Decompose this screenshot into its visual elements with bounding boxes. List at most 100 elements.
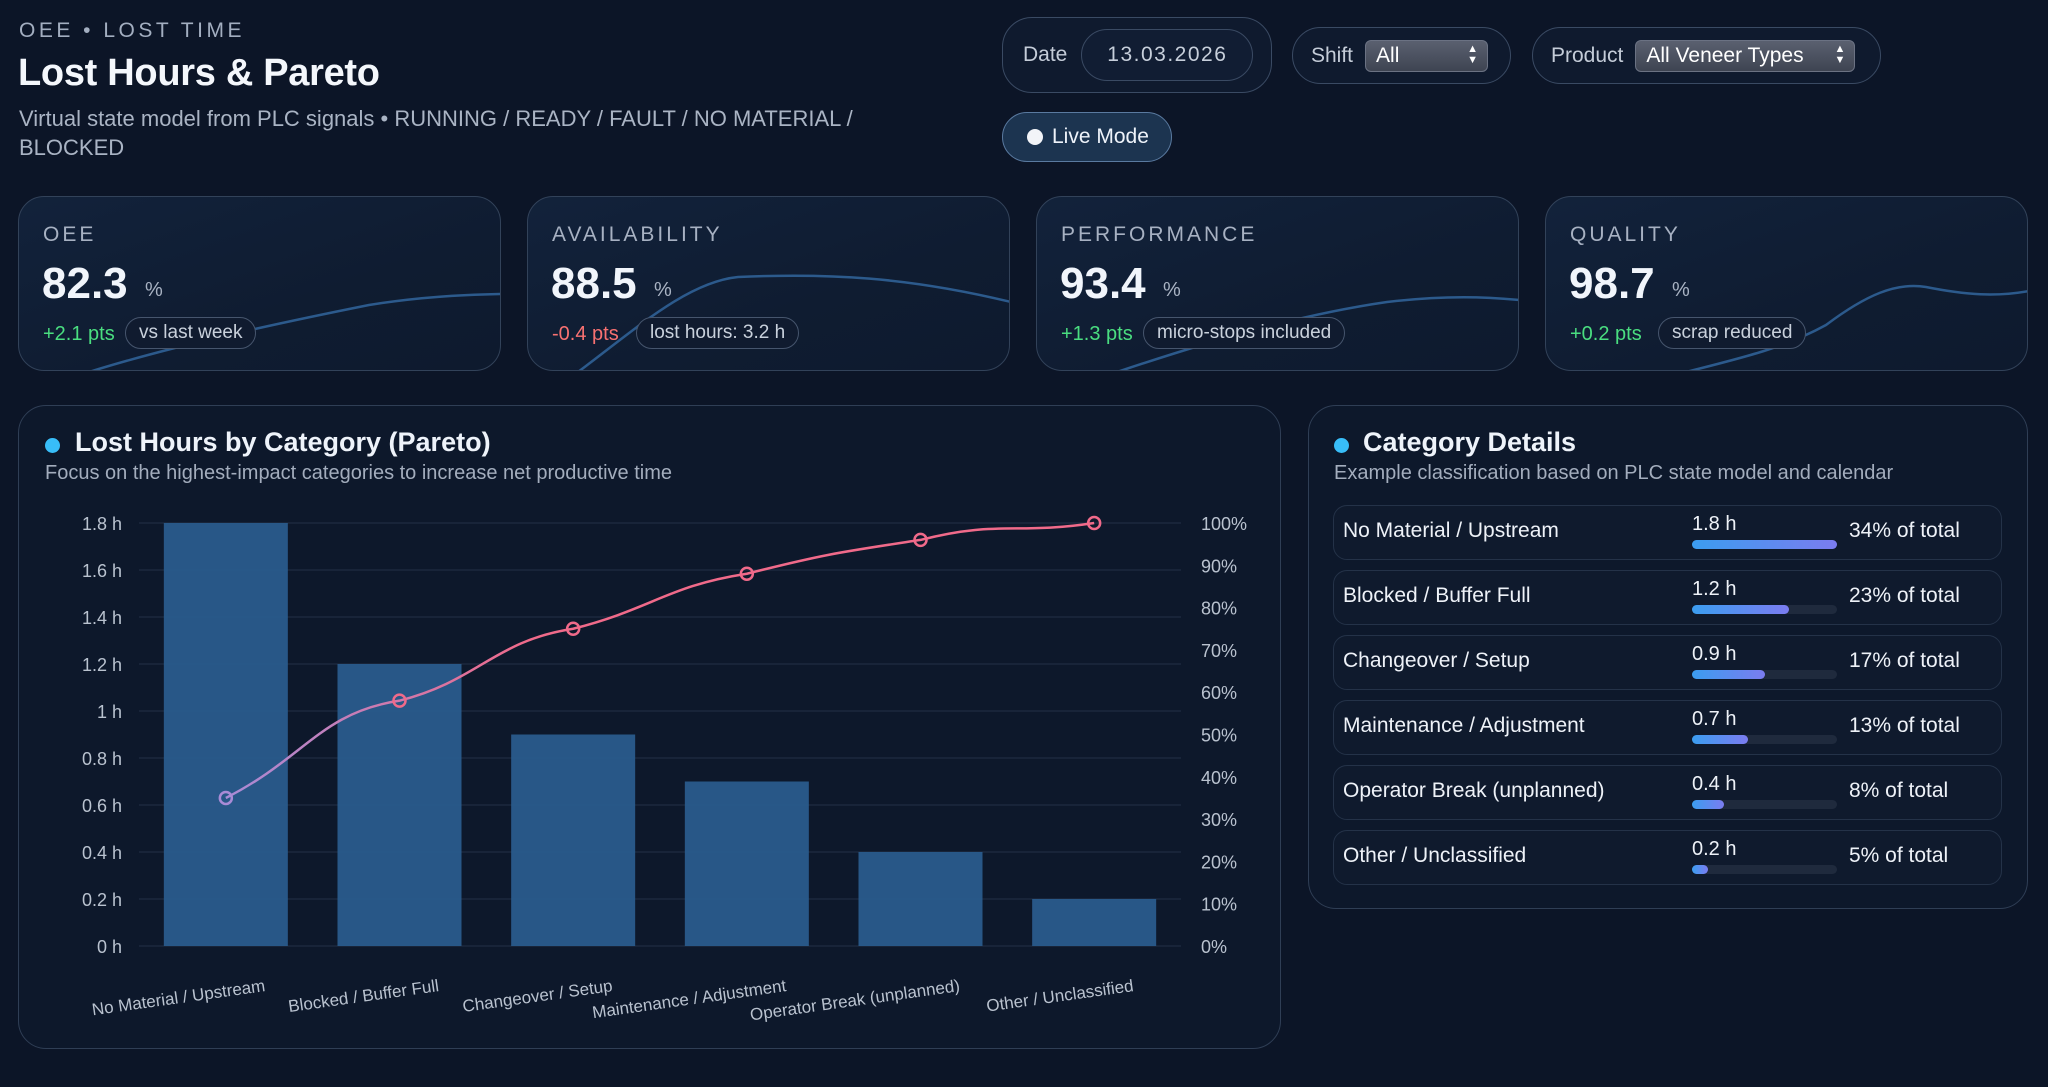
details-title: Category Details	[1363, 427, 1577, 457]
quality-sparkline	[1688, 284, 2027, 370]
y2-tick-label: 50%	[1201, 726, 1237, 746]
category-percent: 23% of total	[1849, 584, 1960, 607]
product-select[interactable]: All Veneer Types ▲ ▼	[1635, 39, 1856, 72]
category-percent: 34% of total	[1849, 519, 1960, 542]
category-share-fill	[1692, 670, 1765, 679]
page-title: Lost Hours & Pareto	[18, 52, 380, 94]
category-share-bar	[1692, 735, 1837, 744]
category-share-bar	[1692, 540, 1837, 549]
y-tick-label: 1.2 h	[82, 655, 122, 675]
shift-label: Shift	[1311, 43, 1354, 67]
kpi-card-oee: OEE 82.3 % +2.1 pts vs last week	[18, 196, 501, 371]
y2-tick-label: 80%	[1201, 599, 1237, 619]
kpi-label: OEE	[43, 223, 97, 246]
y-tick-label: 0.4 h	[82, 843, 122, 863]
pareto-panel: Lost Hours by Category (Pareto) Focus on…	[18, 405, 1281, 1049]
date-input[interactable]: 13.03.2026	[1081, 29, 1254, 81]
category-hours: 0.7 h	[1692, 708, 1737, 730]
shift-filter: Shift All ▲ ▼	[1292, 27, 1511, 84]
shift-select[interactable]: All ▲ ▼	[1365, 39, 1489, 72]
y2-tick-label: 70%	[1201, 641, 1237, 661]
category-hours: 1.2 h	[1692, 578, 1737, 600]
kpi-note-badge: micro-stops included	[1143, 317, 1346, 349]
y-tick-label: 0.8 h	[82, 749, 122, 769]
category-row[interactable]: Blocked / Buffer Full 1.2 h 23% of total	[1333, 570, 2002, 625]
category-percent: 8% of total	[1849, 779, 1949, 802]
category-percent: 5% of total	[1849, 844, 1949, 867]
y-tick-label: 0.2 h	[82, 890, 122, 910]
y-tick-label: 1.4 h	[82, 608, 122, 628]
category-hours: 1.8 h	[1692, 513, 1737, 535]
y-tick-label: 0.6 h	[82, 796, 122, 816]
category-hours: 0.2 h	[1692, 838, 1737, 860]
bar	[163, 523, 288, 946]
pareto-chart: 0 h 0.2 h 0.4 h 0.6 h 0.8 h 1 h 1.2 h 1.4 h 1.6 …	[82, 514, 1247, 1024]
kpi-delta: +1.3 pts	[1061, 323, 1133, 345]
category-share-fill	[1692, 800, 1725, 809]
bar	[1032, 899, 1157, 946]
category-share-fill	[1692, 735, 1749, 744]
category-hours: 0.4 h	[1692, 773, 1737, 795]
kpi-note-badge: scrap reduced	[1658, 317, 1807, 349]
y2-tick-label: 30%	[1201, 810, 1237, 830]
pareto-subtitle: Focus on the highest-impact categories t…	[45, 462, 672, 484]
y-tick-label: 0 h	[97, 937, 122, 957]
category-share-fill	[1692, 865, 1709, 874]
kpi-value: 88.5	[551, 259, 637, 308]
category-row[interactable]: Changeover / Setup 0.9 h 17% of total	[1333, 635, 2002, 690]
y2-tick-label: 90%	[1201, 556, 1237, 576]
kpi-value: 98.7	[1569, 259, 1655, 308]
product-select-value: All Veneer Types	[1646, 43, 1804, 67]
kpi-label: PERFORMANCE	[1061, 223, 1258, 246]
kpi-delta: -0.4 pts	[552, 323, 619, 345]
y-tick-label: 1 h	[97, 702, 122, 722]
kpi-unit: %	[654, 279, 672, 301]
page-subtitle: Virtual state model from PLC signals • R…	[19, 106, 853, 160]
category-name: Blocked / Buffer Full	[1343, 584, 1531, 607]
kpi-unit: %	[145, 279, 163, 301]
cumulative-line	[225, 521, 1095, 800]
live-indicator-icon	[1027, 129, 1043, 145]
live-mode-toggle[interactable]: Live Mode	[1002, 112, 1172, 162]
category-share-bar	[1692, 605, 1837, 614]
x-tick-label: No Material / Upstream	[91, 976, 267, 1019]
category-row[interactable]: Maintenance / Adjustment 0.7 h 13% of to…	[1333, 700, 2002, 755]
category-name: Operator Break (unplanned)	[1343, 779, 1605, 802]
pareto-title: Lost Hours by Category (Pareto)	[75, 427, 491, 457]
category-share-bar	[1692, 865, 1837, 874]
y2-tick-label: 100%	[1201, 514, 1247, 534]
kpi-note-badge: lost hours: 3.2 h	[636, 317, 800, 349]
x-tick-label: Changeover / Setup	[461, 976, 613, 1016]
category-share-fill	[1692, 540, 1837, 549]
category-share-bar	[1692, 800, 1837, 809]
select-arrows-icon: ▲ ▼	[1834, 42, 1846, 66]
y2-tick-label: 40%	[1201, 768, 1237, 788]
shift-select-value: All	[1376, 43, 1400, 67]
oee-sparkline	[91, 292, 500, 370]
kpi-unit: %	[1163, 279, 1181, 301]
kpi-value: 93.4	[1060, 259, 1146, 308]
category-share-fill	[1692, 605, 1789, 614]
y2-tick-label: 10%	[1201, 895, 1237, 915]
cumulative-point	[565, 621, 581, 636]
kpi-delta: +2.1 pts	[43, 323, 115, 345]
kpi-label: AVAILABILITY	[552, 223, 723, 246]
product-filter: Product All Veneer Types ▲ ▼	[1532, 27, 1881, 84]
category-row[interactable]: No Material / Upstream 1.8 h 34% of tota…	[1333, 505, 2002, 560]
date-label: Date	[1023, 43, 1068, 66]
x-tick-label: Other / Unclassified	[985, 976, 1135, 1015]
cumulative-point	[739, 566, 755, 582]
kpi-label: QUALITY	[1570, 223, 1681, 246]
y2-tick-label: 20%	[1201, 852, 1237, 872]
category-row[interactable]: Operator Break (unplanned) 0.4 h 8% of t…	[1333, 765, 2002, 820]
category-row[interactable]: Other / Unclassified 0.2 h 5% of total	[1333, 830, 2002, 885]
kpi-card-availability: AVAILABILITY 88.5 % -0.4 pts lost hours:…	[527, 196, 1010, 371]
cumulative-point	[218, 790, 234, 806]
y2-tick-label: 60%	[1201, 683, 1237, 703]
panel-indicator-icon	[1334, 438, 1349, 453]
y-tick-label: 1.8 h	[82, 514, 122, 534]
cumulative-point	[392, 693, 407, 708]
select-arrows-icon: ▲ ▼	[1467, 42, 1479, 66]
category-hours: 0.9 h	[1692, 643, 1737, 665]
x-tick-label: Blocked / Buffer Full	[287, 976, 440, 1016]
